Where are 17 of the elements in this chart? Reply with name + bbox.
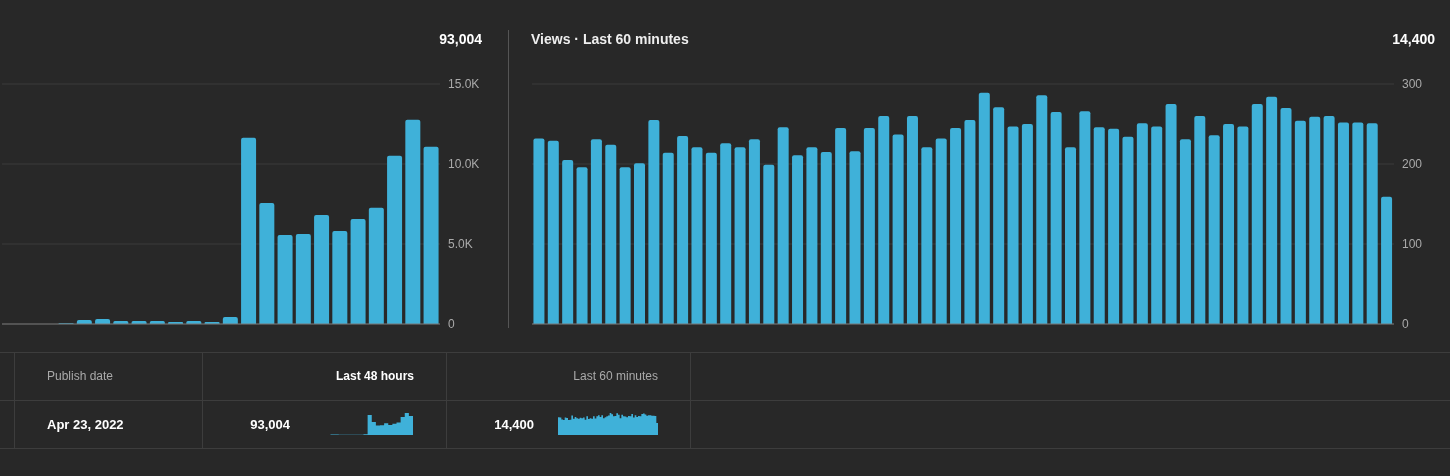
y-tick-label: 300	[1402, 77, 1423, 92]
chart-title: Views · Last 60 minutes	[531, 31, 689, 47]
y-tick-label: 5.0K	[448, 237, 473, 252]
text: Apr 23, 2022	[47, 417, 124, 432]
text: Publish date	[47, 369, 114, 383]
y-tick-label: 100	[1402, 237, 1423, 252]
y-tick-label: 0	[1402, 317, 1409, 332]
text: Last 60 minutes	[573, 369, 658, 383]
y-tick-label: 10.0K	[448, 157, 480, 172]
y-tick-label: 0	[448, 317, 455, 332]
text: 93,004	[439, 31, 482, 47]
text: 14,400	[1392, 31, 1435, 47]
text: Last 48 hours	[335, 369, 414, 383]
text: 14,400	[494, 417, 534, 432]
text: 93,004	[250, 417, 290, 432]
y-tick-label: 200	[1402, 157, 1423, 172]
y-tick-label: 15.0K	[448, 77, 480, 92]
